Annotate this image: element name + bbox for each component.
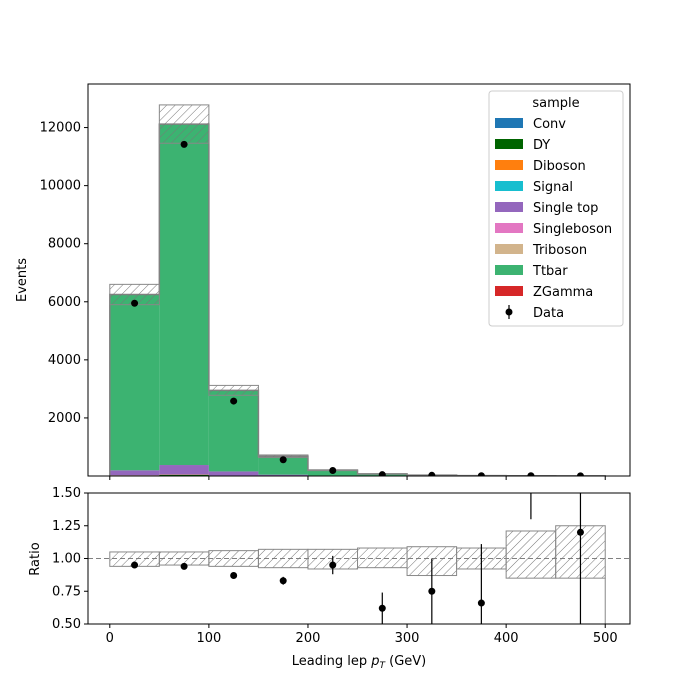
x-tick-label: 0: [106, 631, 114, 646]
bar-single-top-bin-2: [208, 471, 259, 476]
ratio-point-2: [230, 572, 238, 580]
legend-swatch-single-top: [495, 202, 523, 212]
bar-ttbar-bin-3: [258, 456, 308, 475]
legend-label: Triboson: [532, 243, 587, 258]
data-point-5: [378, 471, 386, 476]
main-y-tick-label: 2000: [48, 411, 81, 426]
mc-uncertainty-band-bin-1: [158, 104, 210, 144]
ratio-point-8: [527, 463, 534, 470]
ratio-y-tick-label: 0.50: [52, 617, 81, 632]
main-y-tick-label: 6000: [48, 295, 81, 310]
legend-label: Single top: [533, 201, 598, 216]
legend-label: ZGamma: [533, 285, 593, 300]
legend-data-marker: [505, 308, 513, 316]
x-axis-label: Leading lep pT (GeV): [292, 654, 426, 671]
x-tick-label: 200: [296, 631, 321, 646]
ratio-plot-panel: 0.50 0.75 1.00 1.25 1.50 0 100 200 300 400 500 Ra…: [28, 463, 631, 671]
bar-dy-bin-1: [159, 474, 209, 476]
main-plot-frame: [87, 83, 631, 477]
ratio-point-4: [329, 561, 337, 569]
data-point-6: [428, 471, 436, 476]
legend-swatch-ttbar: [495, 265, 523, 275]
bar-ttbar-bin-0: [109, 294, 160, 471]
main-plot-panel: 2000 4000 6000 8000 10000 12000 Events sample…: [15, 83, 631, 480]
legend-label: Diboson: [533, 159, 586, 174]
legend-swatch-dy: [495, 139, 523, 149]
data-point-7: [477, 472, 485, 476]
ratio-uncertainty-band-bin-8: [505, 530, 557, 579]
x-tick-label: 100: [196, 631, 221, 646]
ratio-uncertainty-band-bin-3: [257, 548, 309, 569]
legend-swatch-diboson: [495, 160, 523, 170]
ratio-point-0: [131, 561, 139, 569]
main-y-tick-label: 12000: [40, 121, 81, 136]
ratio-point-6: [428, 587, 436, 595]
ratio-point-9: [576, 528, 584, 536]
ratio-y-tick-label: 0.75: [52, 584, 81, 599]
legend-label: Singleboson: [533, 222, 612, 237]
legend-label: Data: [533, 306, 564, 321]
x-tick-label: 500: [593, 631, 618, 646]
bar-single-top-bin-3: [258, 474, 308, 476]
ratio-y-axis-label: Ratio: [28, 542, 43, 575]
legend-label: Ttbar: [532, 264, 568, 279]
ratio-plot-frame: [87, 492, 631, 625]
x-tick-label: 300: [395, 631, 420, 646]
legend-swatch-singleboson: [495, 223, 523, 233]
legend-label: Signal: [533, 180, 573, 195]
main-y-tick-label: 10000: [40, 179, 81, 194]
data-point-3: [279, 456, 287, 464]
bar-ttbar-bin-1: [159, 124, 209, 466]
legend-swatch-signal: [495, 181, 523, 191]
legend-swatch-conv: [495, 118, 523, 128]
ratio-point-5: [378, 604, 386, 612]
legend: sample Conv DY Diboson Signal Single top Singl…: [488, 90, 624, 327]
ratio-y-tick-label: 1.00: [52, 552, 81, 567]
legend-swatch-zgamma: [495, 286, 523, 296]
data-point-4: [329, 466, 337, 474]
legend-swatch-triboson: [495, 244, 523, 254]
data-point-9: [576, 472, 584, 476]
legend-label: DY: [533, 138, 550, 153]
bar-single-top-bin-1: [159, 465, 209, 475]
main-y-tick-label: 4000: [48, 353, 81, 368]
data-point-0: [131, 299, 139, 307]
legend-label: Conv: [533, 117, 566, 132]
ratio-y-tick-label: 1.50: [52, 486, 81, 501]
ratio-point-3: [279, 577, 287, 585]
ratio-uncertainty-band-bin-2: [208, 550, 259, 567]
data-point-1: [180, 140, 188, 148]
mc-uncertainty-band-bin-2: [208, 384, 259, 396]
ratio-point-1: [180, 562, 188, 570]
x-tick-label: 400: [494, 631, 519, 646]
ratio-uncertainty-band-bin-5: [357, 547, 408, 569]
ratio-y-tick-label: 1.25: [52, 519, 81, 534]
legend-title: sample: [532, 96, 579, 111]
main-y-tick-label: 8000: [48, 237, 81, 252]
data-point-2: [230, 397, 238, 405]
main-y-axis-label: Events: [15, 258, 30, 302]
data-point-8: [527, 472, 535, 476]
bar-single-top-bin-0: [109, 470, 160, 476]
ratio-point-7: [477, 599, 485, 607]
